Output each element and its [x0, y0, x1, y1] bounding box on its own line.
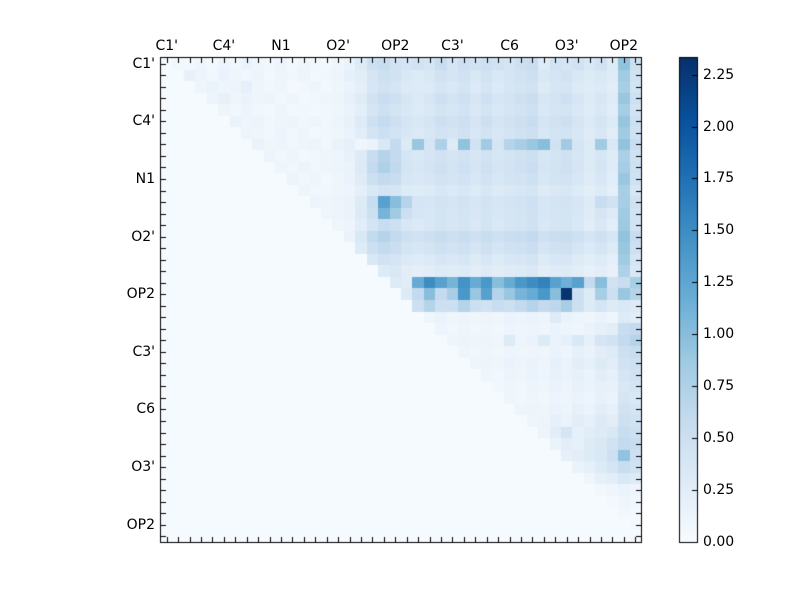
x-axis-label: C1' [155, 38, 178, 54]
colorbar-tick-label: 2.00 [703, 118, 735, 135]
x-axis-label: C3' [441, 38, 464, 54]
x-axis-label: C4' [212, 38, 236, 54]
y-axis-label: N1 [135, 171, 155, 187]
x-axis-label: O2' [326, 38, 351, 54]
y-axis-label: O3' [131, 459, 155, 476]
colorbar-tick-label: 1.75 [703, 170, 735, 187]
x-axis-label: OP2 [381, 38, 410, 54]
colorbar-tick-label: 0.50 [703, 430, 735, 447]
colorbar-tick-label: 1.25 [703, 274, 735, 291]
x-axis-label: OP2 [609, 38, 639, 54]
y-axis-label: OP2 [126, 286, 155, 303]
colorbar-tick-label: 0.25 [703, 482, 735, 499]
x-axis-label: C6 [500, 38, 519, 54]
colorbar-tick-label: 1.50 [703, 222, 735, 239]
x-axis-label: O3' [554, 38, 579, 54]
y-axis-label: C6 [136, 401, 155, 418]
colorbar-tick-label: 1.00 [703, 326, 735, 343]
x-axis-label: N1 [271, 38, 291, 54]
y-axis-label: O2' [131, 228, 155, 245]
colorbar-tick-label: 2.25 [703, 66, 735, 83]
y-axis-label: C1' [132, 55, 155, 72]
y-axis-label: C4' [132, 113, 155, 130]
colorbar-tick-label: 0.75 [703, 378, 735, 395]
y-axis-label: C3' [132, 343, 155, 360]
y-axis-label: OP2 [126, 516, 155, 533]
colorbar-tick-label: 0.00 [703, 534, 735, 550]
